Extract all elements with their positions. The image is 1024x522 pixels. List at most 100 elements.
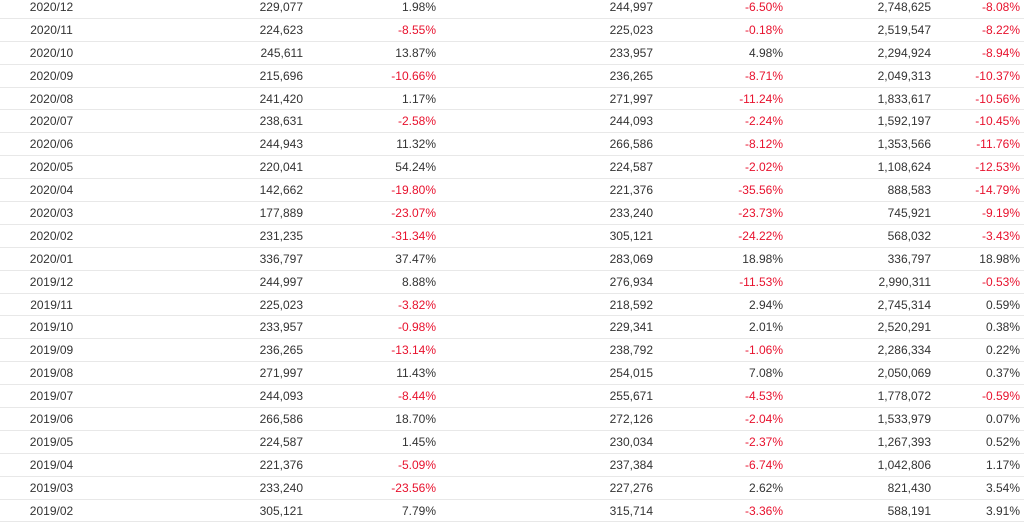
change-1-cell: -8.55% [397, 22, 436, 37]
value-1-cell: 241,420 [259, 91, 303, 106]
value-1-cell: 177,889 [259, 205, 303, 220]
table-row: 2019/08 271,997 11.43% 254,015 7.08% 2,0… [0, 362, 1024, 386]
value-1-cell: 215,696 [259, 68, 303, 83]
change-1-cell: -31.34% [391, 228, 436, 243]
change-2-cell: 2.01% [748, 320, 783, 335]
table-row: 2019/11 225,023 -3.82% 218,592 2.94% 2,7… [0, 294, 1024, 317]
change-3-cell: 3.54% [985, 480, 1020, 495]
value-2-cell: 238,792 [609, 343, 653, 358]
table-row: 2020/01 336,797 37.47% 283,069 18.98% 33… [0, 248, 1024, 271]
period-cell: 2019/06 [29, 411, 74, 426]
value-3-cell: 1,533,979 [877, 411, 931, 426]
value-1-cell: 266,586 [259, 411, 303, 426]
change-3-cell: -10.45% [975, 114, 1020, 129]
value-1-cell: 231,235 [259, 228, 303, 243]
value-3-cell: 588,191 [887, 503, 931, 518]
table-row: 2019/03 233,240 -23.56% 227,276 2.62% 82… [0, 477, 1024, 500]
value-1-cell: 305,121 [259, 503, 303, 518]
change-2-cell: -8.12% [744, 137, 783, 152]
change-2-cell: -6.74% [744, 457, 783, 472]
change-1-cell: 13.87% [395, 45, 436, 60]
change-1-cell: -13.14% [391, 343, 436, 358]
change-2-cell: -2.24% [744, 114, 783, 129]
table-row: 2020/04 142,662 -19.80% 221,376 -35.56% … [0, 179, 1024, 203]
value-2-cell: 266,586 [609, 137, 653, 152]
value-1-cell: 244,943 [259, 137, 303, 152]
table-row: 2020/08 241,420 1.17% 271,997 -11.24% 1,… [0, 88, 1024, 111]
change-1-cell: 1.17% [401, 91, 436, 106]
period-cell: 2020/05 [29, 160, 74, 175]
change-3-cell: 0.52% [985, 434, 1020, 449]
period-cell: 2020/03 [29, 205, 74, 220]
table-row: 2019/05 224,587 1.45% 230,034 -2.37% 1,2… [0, 431, 1024, 454]
change-2-cell: 4.98% [748, 45, 783, 60]
change-3-cell: 0.38% [985, 320, 1020, 335]
table-row: 2019/04 221,376 -5.09% 237,384 -6.74% 1,… [0, 454, 1024, 477]
change-2-cell: -2.04% [744, 411, 783, 426]
value-1-cell: 336,797 [259, 251, 303, 266]
value-2-cell: 221,376 [609, 183, 653, 198]
change-3-cell: -11.76% [976, 137, 1020, 152]
value-2-cell: 272,126 [609, 411, 653, 426]
period-cell: 2019/02 [29, 503, 74, 518]
value-1-cell: 220,041 [259, 160, 303, 175]
change-2-cell: -11.24% [739, 91, 783, 106]
period-cell: 2019/05 [29, 434, 74, 449]
change-1-cell: -3.82% [397, 297, 436, 312]
change-1-cell: -0.98% [397, 320, 436, 335]
change-3-cell: -8.08% [981, 0, 1020, 14]
value-3-cell: 2,050,069 [877, 366, 931, 381]
period-cell: 2020/11 [30, 22, 73, 37]
value-1-cell: 244,997 [259, 274, 303, 289]
change-3-cell: -10.56% [975, 91, 1020, 106]
value-2-cell: 218,592 [609, 297, 653, 312]
change-1-cell: 37.47% [395, 251, 436, 266]
value-1-cell: 233,957 [259, 320, 303, 335]
period-cell: 2020/12 [29, 0, 74, 14]
change-2-cell: -24.22% [738, 228, 783, 243]
change-1-cell: 11.32% [396, 137, 436, 152]
table-row: 2019/10 233,957 -0.98% 229,341 2.01% 2,5… [0, 316, 1024, 340]
change-2-cell: -0.18% [744, 22, 783, 37]
change-2-cell: 2.62% [748, 480, 783, 495]
table-row: 2020/07 238,631 -2.58% 244,093 -2.24% 1,… [0, 110, 1024, 134]
value-2-cell: 237,384 [609, 457, 653, 472]
change-1-cell: 18.70% [395, 411, 436, 426]
value-1-cell: 221,376 [259, 457, 303, 472]
change-3-cell: -14.79% [975, 183, 1020, 198]
change-2-cell: -2.02% [744, 160, 783, 175]
change-1-cell: 11.43% [396, 366, 436, 381]
value-2-cell: 229,341 [609, 320, 653, 335]
change-1-cell: -23.07% [391, 205, 436, 220]
value-2-cell: 236,265 [609, 68, 653, 83]
table-row: 2020/10 245,611 13.87% 233,957 4.98% 2,2… [0, 42, 1024, 65]
table-row: 2019/07 244,093 -8.44% 255,671 -4.53% 1,… [0, 385, 1024, 409]
change-1-cell: -2.58% [397, 114, 436, 129]
period-cell: 2019/12 [29, 274, 74, 289]
change-2-cell: -35.56% [738, 183, 783, 198]
period-cell: 2019/04 [29, 457, 74, 472]
value-1-cell: 233,240 [259, 480, 303, 495]
value-1-cell: 224,623 [259, 22, 303, 37]
period-cell: 2020/09 [29, 68, 74, 83]
change-3-cell: -12.53% [975, 160, 1020, 175]
change-2-cell: 2.94% [748, 297, 783, 312]
change-3-cell: 3.91% [985, 503, 1020, 518]
table-row: 2019/12 244,997 8.88% 276,934 -11.53% 2,… [0, 271, 1024, 294]
change-2-cell: -23.73% [738, 205, 783, 220]
value-2-cell: 224,587 [609, 160, 653, 175]
change-1-cell: 8.88% [401, 274, 436, 289]
change-1-cell: 1.45% [401, 434, 436, 449]
value-2-cell: 255,671 [609, 389, 653, 404]
value-2-cell: 254,015 [609, 366, 653, 381]
value-3-cell: 2,294,924 [877, 45, 931, 60]
change-1-cell: 54.24% [395, 160, 436, 175]
value-3-cell: 1,833,617 [877, 91, 931, 106]
value-2-cell: 244,997 [609, 0, 653, 14]
change-3-cell: -0.53% [981, 274, 1020, 289]
value-2-cell: 276,934 [609, 274, 653, 289]
period-cell: 2019/09 [29, 343, 74, 358]
period-cell: 2020/04 [29, 183, 74, 198]
change-2-cell: -2.37% [744, 434, 783, 449]
